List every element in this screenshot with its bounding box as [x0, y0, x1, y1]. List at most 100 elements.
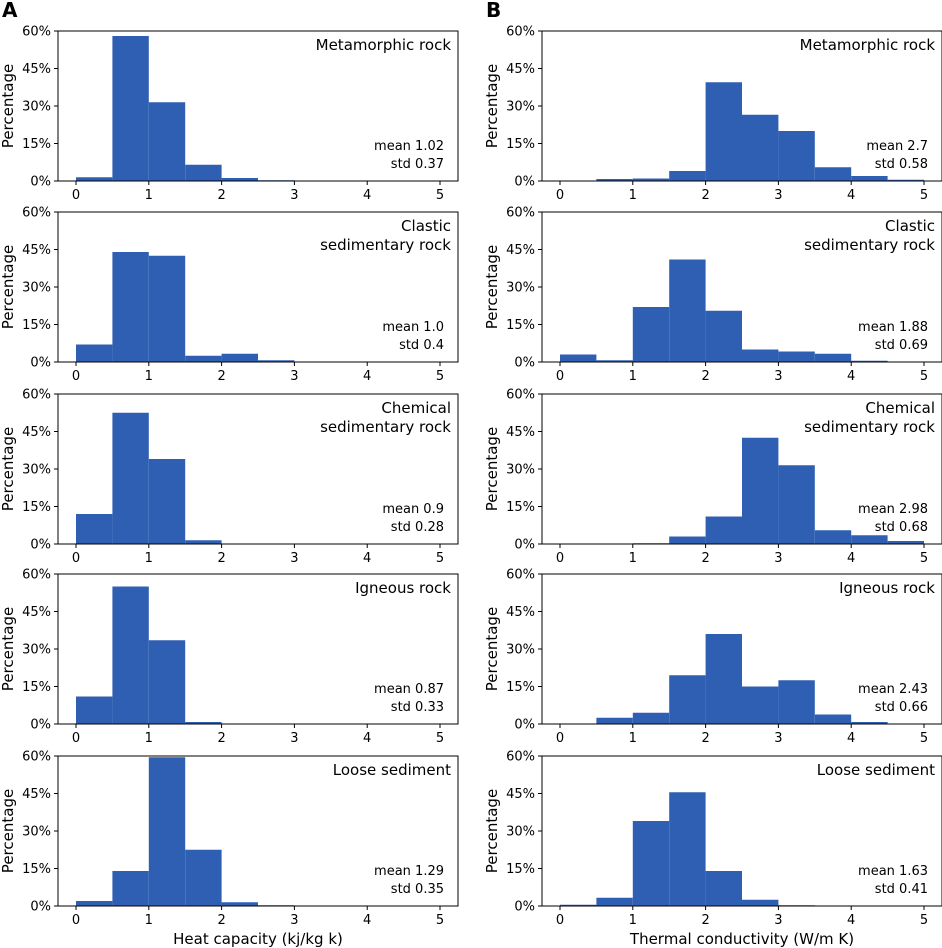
y-tick-label: 45%	[506, 425, 535, 440]
histogram-bar	[778, 351, 815, 362]
y-tick-label: 30%	[22, 281, 51, 296]
x-tick-label: 1	[629, 369, 637, 384]
histogram-bar	[887, 541, 924, 544]
histogram-bar	[112, 36, 149, 181]
x-tick-label: 3	[290, 369, 298, 384]
y-tick-label: 45%	[506, 243, 535, 258]
x-tick-label: 0	[556, 369, 564, 384]
histogram-bar	[669, 536, 706, 544]
histogram-bar	[851, 360, 888, 362]
histogram-bar	[778, 680, 815, 724]
std-label: std 0.66	[875, 700, 928, 715]
y-tick-label: 30%	[506, 100, 535, 115]
panel-title: Igneous rock	[355, 579, 451, 597]
panel-title: Metamorphic rock	[316, 36, 452, 54]
histogram-bar	[221, 178, 258, 181]
x-tick-label: 0	[72, 913, 80, 928]
histogram-b-2: 0% 15% 30% 45% 60% 0 1 2 3 4 5 Percentage Clasticsed…	[483, 206, 942, 384]
y-tick-label: 30%	[22, 643, 51, 658]
histogram-bar	[185, 722, 222, 724]
y-tick-label: 15%	[22, 680, 51, 695]
histogram-bar	[705, 634, 742, 724]
y-tick-label: 15%	[506, 318, 535, 333]
x-tick-label: 5	[920, 369, 928, 384]
x-tick-label: 0	[72, 369, 80, 384]
std-label: std 0.58	[875, 157, 928, 172]
x-tick-label: 5	[920, 188, 928, 203]
x-tick-label: 1	[145, 369, 153, 384]
x-tick-label: 3	[774, 551, 782, 566]
histogram-bar	[148, 102, 186, 181]
x-tick-label: 1	[145, 731, 153, 746]
x-tick-label: 0	[72, 551, 80, 566]
histogram-a-3: 0% 15% 30% 45% 60% 0 1 2 3 4 5 Percentage Chemicalse…	[0, 388, 459, 566]
y-tick-label: 0%	[514, 718, 535, 733]
x-tick-label: 1	[145, 188, 153, 203]
x-tick-label: 4	[847, 369, 855, 384]
histogram-bar	[185, 849, 222, 906]
mean-label: mean 2.43	[858, 682, 928, 697]
x-tick-label: 4	[363, 188, 371, 203]
histogram-bar	[632, 178, 670, 181]
x-tick-label: 0	[72, 188, 80, 203]
y-axis-label: Percentage	[0, 607, 17, 691]
x-tick-label: 2	[217, 551, 225, 566]
mean-label: mean 1.0	[382, 320, 444, 335]
y-axis-label: Percentage	[483, 607, 501, 691]
panel-title: Chemical	[865, 399, 935, 417]
y-tick-label: 30%	[506, 643, 535, 658]
mean-label: mean 1.29	[374, 864, 444, 879]
x-tick-label: 3	[290, 188, 298, 203]
x-tick-label: 1	[629, 551, 637, 566]
y-tick-label: 60%	[506, 25, 535, 40]
y-tick-label: 60%	[22, 568, 51, 583]
x-tick-label: 3	[290, 551, 298, 566]
histogram-bar	[596, 717, 633, 724]
mean-label: mean 0.87	[374, 682, 444, 697]
histogram-bar	[596, 897, 633, 906]
x-tick-label: 1	[145, 551, 153, 566]
y-tick-label: 0%	[30, 900, 51, 915]
histogram-bar	[778, 131, 815, 181]
x-tick-label: 1	[629, 913, 637, 928]
x-tick-label: 2	[701, 731, 709, 746]
histogram-bar	[112, 252, 149, 362]
std-label: std 0.37	[391, 157, 444, 172]
histogram-bar	[742, 114, 779, 181]
x-tick-label: 0	[556, 913, 564, 928]
y-tick-label: 60%	[506, 206, 535, 221]
x-tick-label: 4	[847, 551, 855, 566]
y-tick-label: 45%	[506, 787, 535, 802]
y-axis-label: Percentage	[483, 789, 501, 873]
y-tick-label: 15%	[22, 137, 51, 152]
y-tick-label: 60%	[506, 568, 535, 583]
x-tick-label: 3	[774, 188, 782, 203]
y-tick-label: 60%	[22, 388, 51, 403]
std-label: std 0.4	[399, 338, 444, 353]
histogram-bar	[742, 686, 779, 724]
histogram-bar	[76, 344, 113, 362]
histogram-bar	[76, 901, 113, 906]
histogram-bar	[112, 871, 149, 906]
y-tick-label: 60%	[506, 750, 535, 765]
x-tick-label: 4	[847, 731, 855, 746]
x-tick-label: 4	[363, 913, 371, 928]
x-tick-label: 5	[436, 731, 444, 746]
histogram-bar	[851, 722, 888, 724]
y-tick-label: 30%	[506, 281, 535, 296]
x-tick-label: 5	[920, 551, 928, 566]
histogram-bar	[632, 307, 670, 362]
histogram-bar	[258, 360, 295, 362]
histogram-a-4: 0% 15% 30% 45% 60% 0 1 2 3 4 5 Percentage Igneous ro…	[0, 568, 459, 746]
y-tick-label: 0%	[514, 175, 535, 190]
x-tick-label: 4	[847, 913, 855, 928]
y-tick-label: 15%	[506, 862, 535, 877]
x-tick-label: 0	[556, 551, 564, 566]
y-tick-label: 0%	[30, 538, 51, 553]
y-tick-label: 15%	[22, 862, 51, 877]
mean-label: mean 1.63	[858, 864, 928, 879]
x-tick-label: 5	[436, 913, 444, 928]
x-tick-label: 2	[217, 731, 225, 746]
x-tick-label: 3	[290, 731, 298, 746]
